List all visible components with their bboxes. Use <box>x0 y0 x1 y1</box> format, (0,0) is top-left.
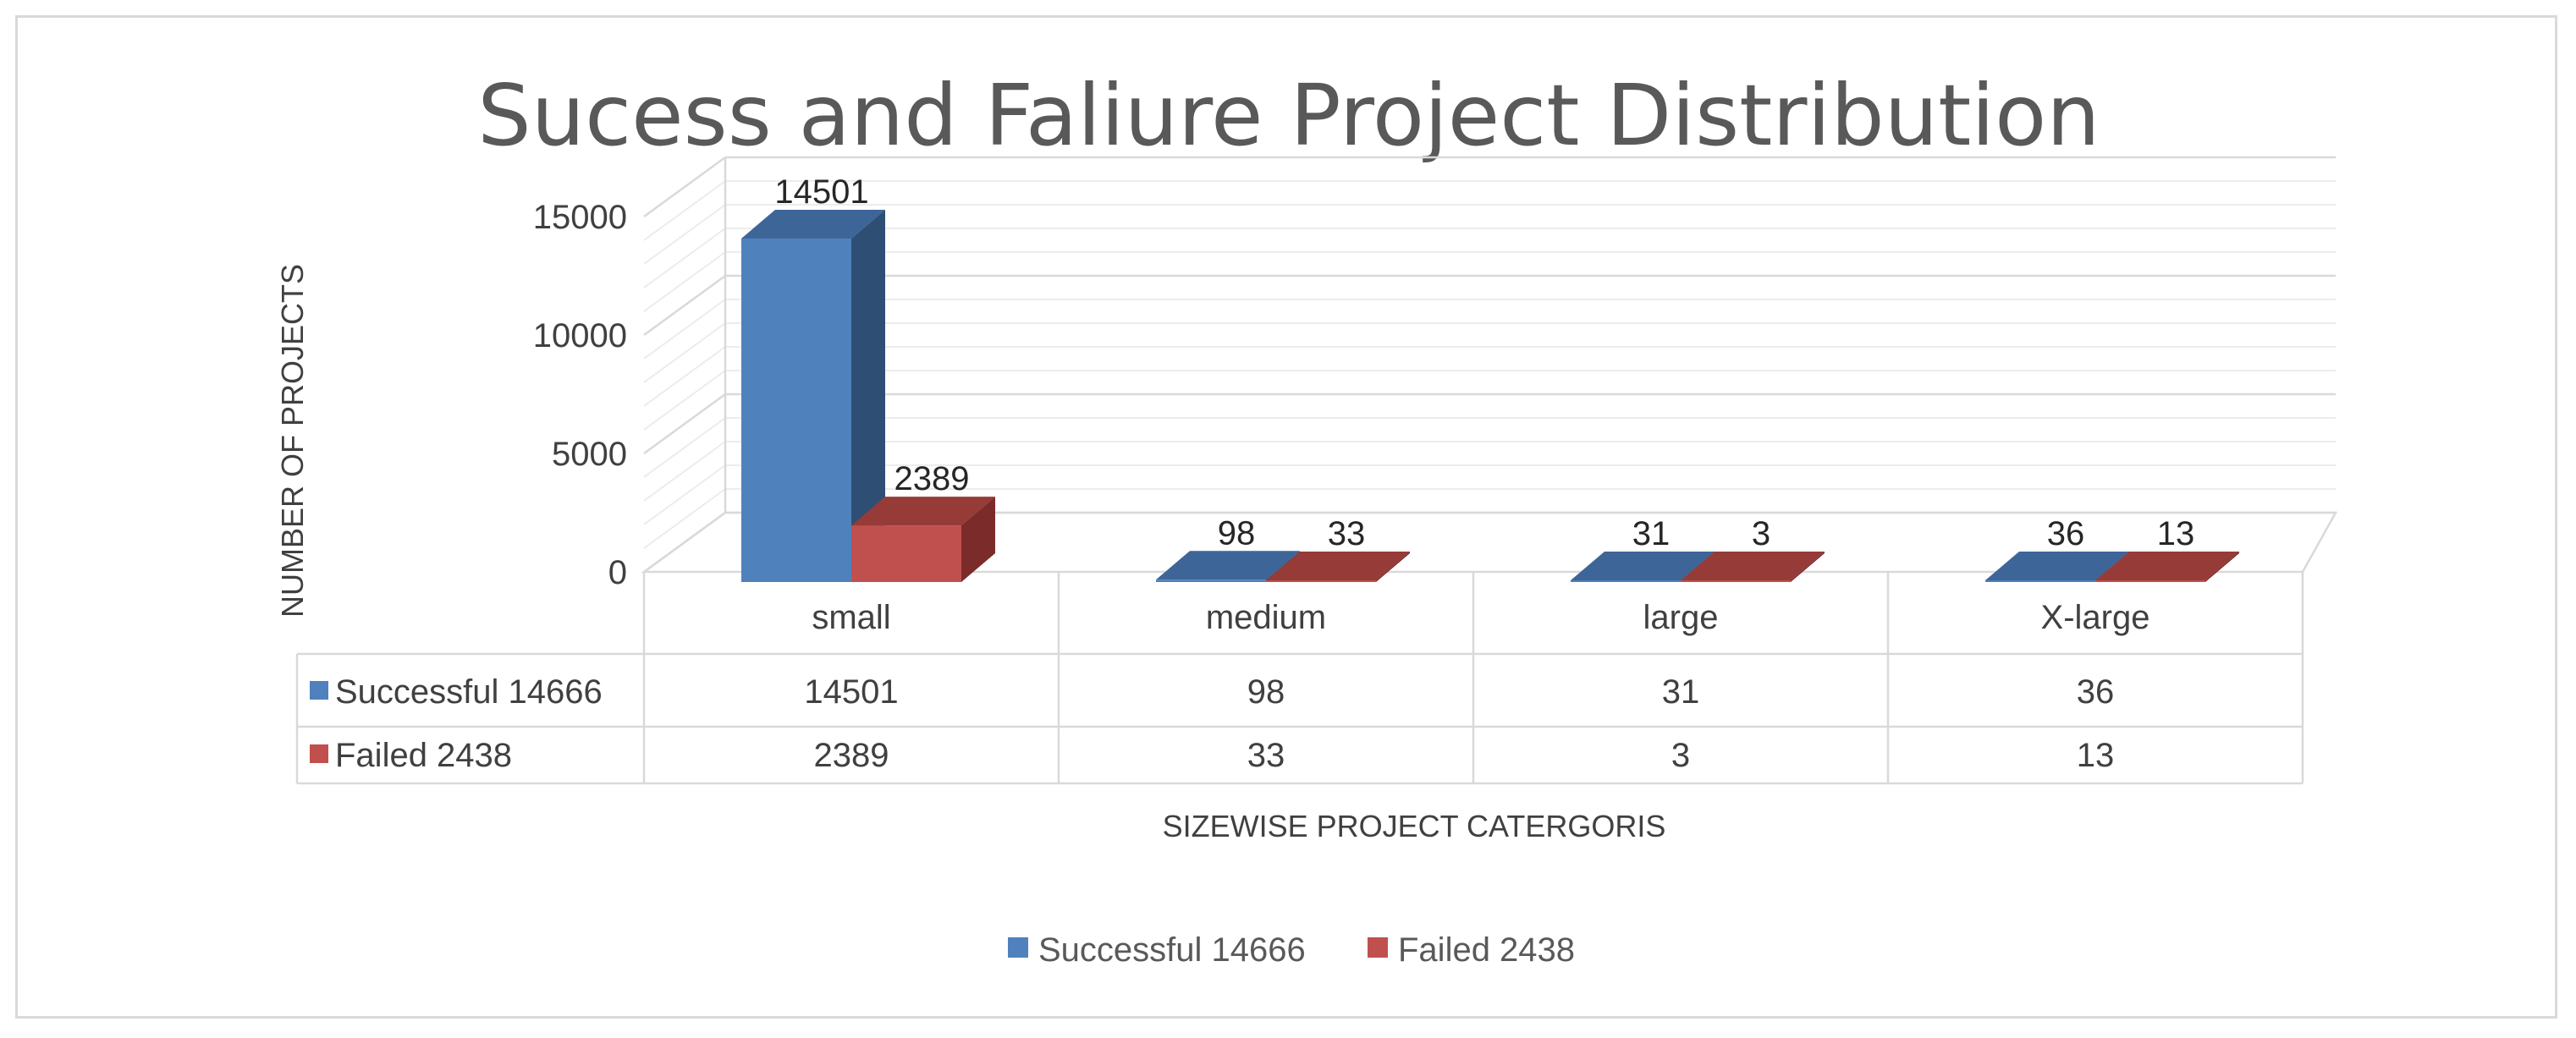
bar-side <box>851 209 885 583</box>
gridline-side <box>643 393 726 455</box>
gridline-side <box>643 346 726 407</box>
table-cell: 33 <box>1247 737 1285 774</box>
chart-title: Sucess and Faliure Project Distribution <box>477 66 2100 165</box>
bar <box>1571 580 1681 582</box>
bar-top <box>1681 552 1825 580</box>
table-row-label: Failed 2438 <box>335 737 512 774</box>
x-axis-title: SIZEWISE PROJECT CATERGORIS <box>1163 809 1666 843</box>
gridline-side <box>643 228 726 288</box>
data-table: small medium large X-large Successful 14666 1… <box>295 572 2304 785</box>
y-axis: 0 5000 10000 15000 <box>533 199 627 591</box>
bar <box>1985 580 2095 582</box>
data-label: 98 <box>1218 514 1256 552</box>
bar-side <box>2205 552 2239 582</box>
bar-top <box>851 497 995 526</box>
bar <box>851 525 961 582</box>
chart-frame: Sucess and Faliure Project Distribution … <box>15 15 2557 1019</box>
table-cell: 98 <box>1247 673 1285 711</box>
gridline-side <box>643 299 726 360</box>
category-label: small <box>812 599 890 636</box>
table-cell: 13 <box>2077 737 2115 774</box>
y-tick-label: 15000 <box>533 199 627 236</box>
data-label: 13 <box>2157 515 2195 552</box>
gridline-side <box>643 488 726 549</box>
gridline-side <box>643 274 726 337</box>
bar-top <box>1156 551 1300 580</box>
y-tick-label: 10000 <box>533 317 627 354</box>
bar-side <box>1376 552 1410 582</box>
bar-top <box>1985 552 2129 580</box>
table-legend-key <box>310 681 328 700</box>
bar-top <box>2095 552 2239 580</box>
category-label: large <box>1643 599 1719 636</box>
data-label: 14501 <box>774 173 868 211</box>
bar-side <box>961 497 995 582</box>
y-tick-label: 0 <box>608 554 627 591</box>
bar-side <box>1791 552 1825 582</box>
category-label: X-large <box>2041 599 2150 636</box>
gridlines <box>641 156 2338 574</box>
table-cell: 31 <box>1662 673 1700 711</box>
gridline-side <box>643 204 726 265</box>
table-cell: 36 <box>2077 673 2115 711</box>
gridline-side <box>643 180 726 241</box>
table-cell: 2389 <box>814 737 889 774</box>
table-cell: 14501 <box>804 673 898 711</box>
table-cell: 3 <box>1671 737 1690 774</box>
bar <box>1266 580 1376 582</box>
legend-label: Successful 14666 <box>1038 931 1306 969</box>
bar-top <box>1571 552 1715 580</box>
table-row-label: Successful 14666 <box>335 673 603 711</box>
bar <box>2095 580 2205 582</box>
gridline-side <box>643 370 726 431</box>
bar-top <box>741 209 885 239</box>
category-label: medium <box>1206 599 1326 636</box>
legend-key <box>1008 937 1028 958</box>
legend-label: Failed 2438 <box>1398 931 1575 969</box>
bar <box>1681 580 1791 582</box>
bar <box>1156 579 1266 582</box>
data-label: 36 <box>2047 515 2085 552</box>
legend-key <box>1368 937 1388 958</box>
gridline-side <box>643 417 726 478</box>
gridline-side <box>643 156 726 218</box>
chart-svg: Sucess and Faliure Project Distribution … <box>275 66 2338 969</box>
data-labels: 14501 2389 98 33 31 3 36 13 <box>774 173 2194 552</box>
bars <box>741 209 2239 583</box>
gridline-side <box>643 441 726 502</box>
data-label: 31 <box>1632 515 1671 552</box>
bar-top <box>1266 552 1410 580</box>
gridline-side <box>643 251 726 312</box>
data-label: 3 <box>1752 515 1770 552</box>
y-tick-label: 5000 <box>552 436 627 473</box>
bar <box>741 238 851 582</box>
data-label: 2389 <box>894 460 970 497</box>
legend: Successful 14666 Failed 2438 <box>1008 931 1575 969</box>
data-label: 33 <box>1328 515 1366 552</box>
gridline-side <box>643 322 726 383</box>
table-legend-key <box>310 744 328 763</box>
gridline-side <box>643 464 726 525</box>
y-axis-title: NUMBER OF PROJECTS <box>275 264 310 618</box>
